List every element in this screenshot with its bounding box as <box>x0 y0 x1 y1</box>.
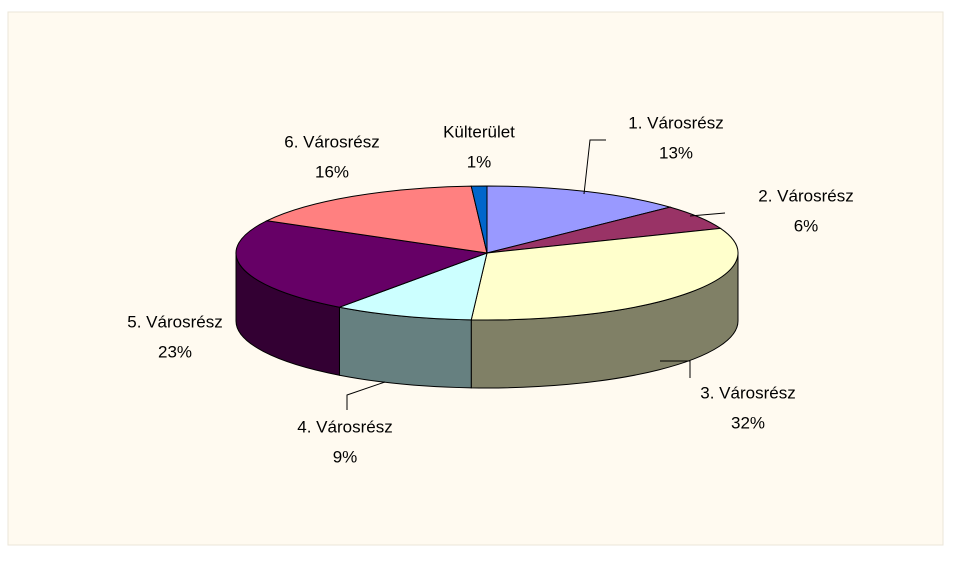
slice-value-label: 23% <box>158 342 192 361</box>
slice-label: 3. Városrész <box>700 383 795 402</box>
slice <box>337 252 488 321</box>
slice-label: 2. Városrész <box>758 186 853 205</box>
slice-value-label: 6% <box>794 216 819 235</box>
slice-label: 4. Városrész <box>297 417 392 436</box>
slice <box>470 185 488 254</box>
slice <box>486 185 672 254</box>
leader-line <box>583 139 606 195</box>
slice <box>470 227 739 321</box>
slice <box>235 220 488 308</box>
slice-value-label: 13% <box>659 143 693 162</box>
slice-value-label: 32% <box>731 413 765 432</box>
slice <box>265 185 488 254</box>
leader-line <box>346 381 386 410</box>
leader-line <box>689 212 726 217</box>
slice-label: 5. Városrész <box>127 312 222 331</box>
slice-label: Külterület <box>443 122 515 141</box>
slice-value-label: 1% <box>467 152 492 171</box>
slice-label: 1. Városrész <box>628 113 723 132</box>
leader-line <box>660 360 691 378</box>
slice-label: 6. Városrész <box>284 132 379 151</box>
slice-value-label: 9% <box>333 447 358 466</box>
slice-value-label: 16% <box>315 162 349 181</box>
